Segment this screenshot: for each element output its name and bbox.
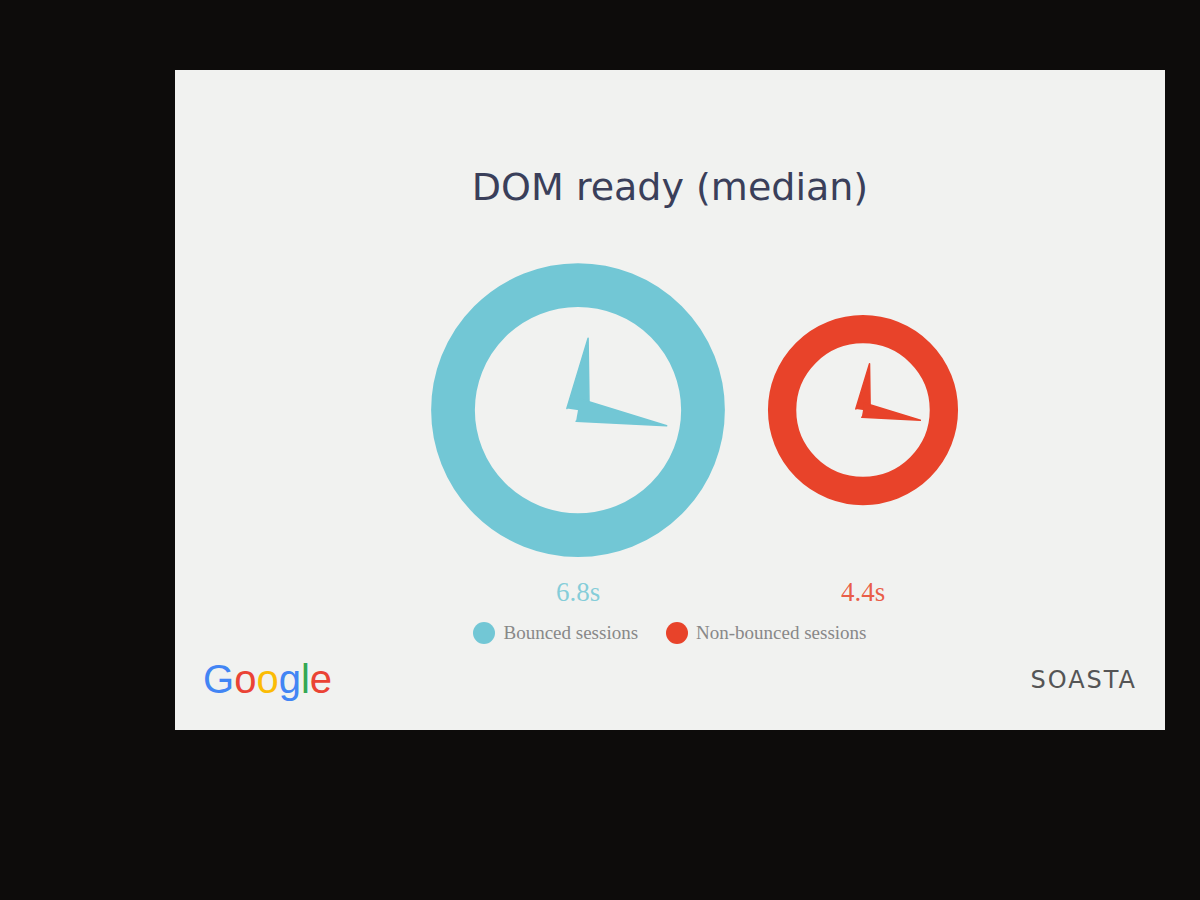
svg-text:4.4s: 4.4s (841, 577, 885, 607)
html-text:Non-bounced sessions: Non-bounced sessions (696, 622, 867, 643)
html-text:Bounced sessions: Bounced sessions (503, 622, 639, 643)
svg-text:6.8s: 6.8s (556, 577, 600, 607)
html-text:G o o g l e: G o o g l e (203, 657, 332, 701)
html-text:SOASTA: SOASTA (1030, 666, 1137, 694)
html-text:DOM ready (median): DOM ready (median) (471, 165, 869, 209)
